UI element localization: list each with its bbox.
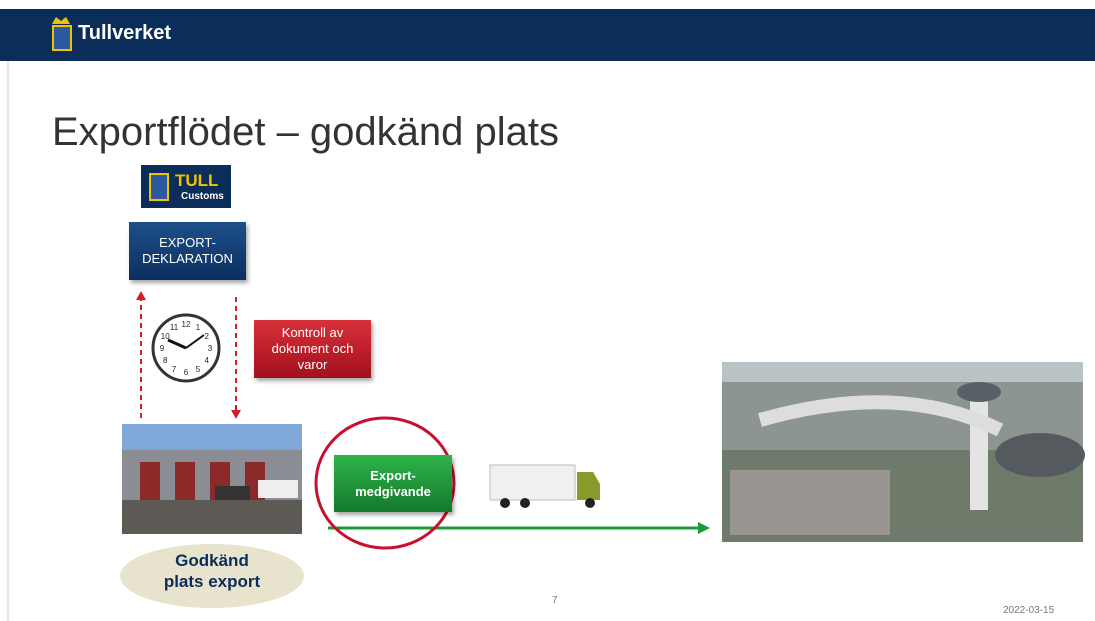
clock-number: 11 bbox=[170, 323, 179, 332]
clock-number: 3 bbox=[208, 344, 213, 353]
page-number: 7 bbox=[552, 595, 558, 606]
place-label: Godkänd plats export bbox=[163, 551, 261, 591]
clock-number: 10 bbox=[161, 332, 170, 341]
clock-number: 12 bbox=[182, 320, 191, 329]
clock-number: 2 bbox=[205, 332, 210, 341]
clock-number: 6 bbox=[184, 368, 189, 377]
logo-crest bbox=[149, 173, 169, 201]
clock-number: 5 bbox=[196, 365, 201, 374]
control-box: Kontroll av dokument och varor bbox=[254, 320, 371, 378]
clock-number: 4 bbox=[205, 356, 210, 365]
truck bbox=[489, 464, 600, 508]
clock-number: 1 bbox=[196, 323, 201, 332]
slide-title: Exportflödet – godkänd plats bbox=[52, 110, 560, 154]
declaration-box: EXPORT- DEKLARATION bbox=[129, 222, 246, 280]
arrow-head bbox=[136, 291, 146, 300]
airport-photo bbox=[722, 362, 1085, 542]
clock-number: 7 bbox=[172, 365, 177, 374]
place-ellipse bbox=[120, 544, 304, 608]
logo-name: TULL bbox=[175, 171, 219, 190]
arrow-head bbox=[698, 522, 710, 534]
arrow-head bbox=[231, 410, 241, 419]
date: 2022-03-15 bbox=[1003, 605, 1055, 616]
tull-logo: TULL Customs bbox=[141, 165, 231, 208]
brand: Tullverket bbox=[78, 22, 171, 44]
clock-number: 8 bbox=[163, 356, 168, 365]
warehouse-photo bbox=[122, 424, 302, 534]
clock-number: 9 bbox=[160, 344, 165, 353]
header-bar bbox=[0, 9, 1095, 61]
crest bbox=[52, 17, 72, 51]
release-box: Export- medgivande bbox=[334, 455, 452, 512]
logo-sub: Customs bbox=[181, 191, 224, 202]
highlight-circle bbox=[314, 416, 456, 550]
